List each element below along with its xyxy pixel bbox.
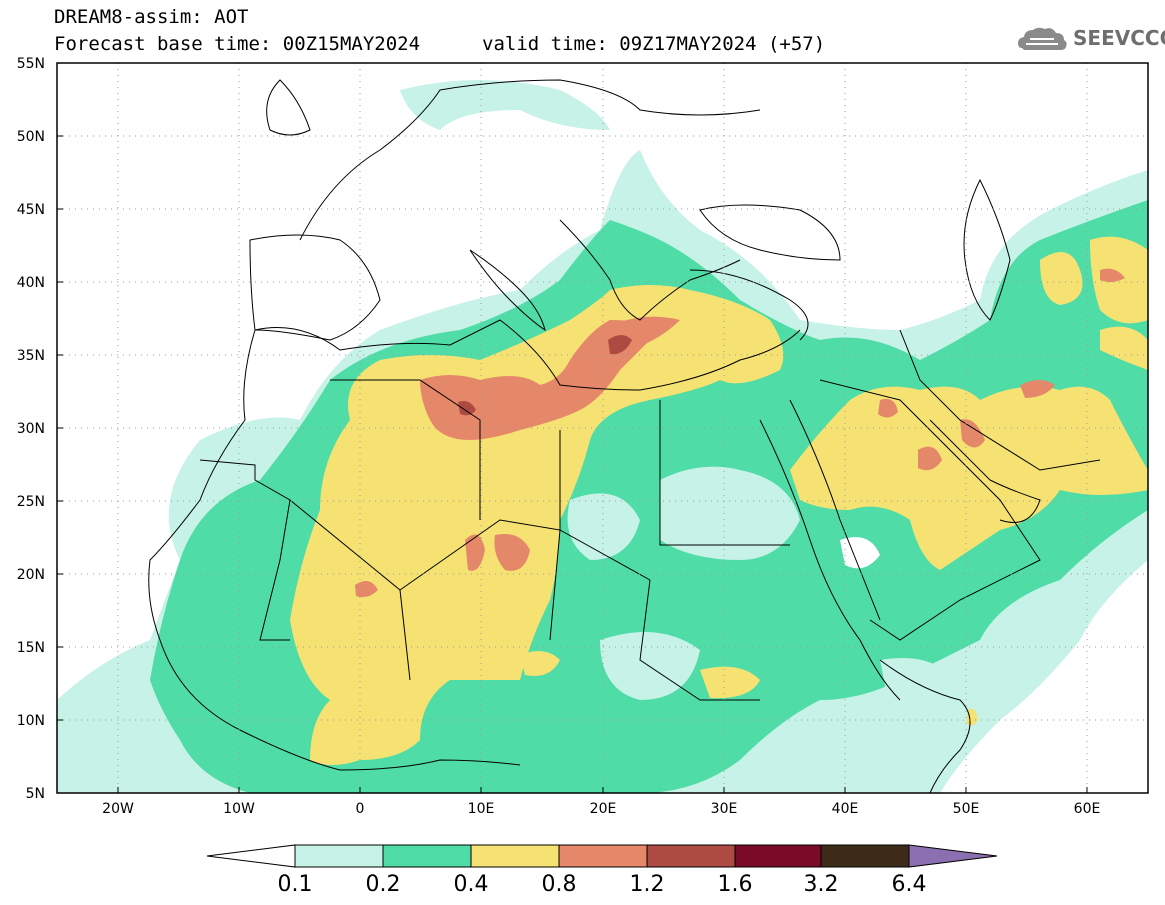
colorbar-label-0.8: 0.8 bbox=[542, 872, 577, 897]
aot-patch-0.4-sudan bbox=[700, 666, 760, 699]
lon-labels: 20W 10W 0 10E 20E 30E 40E 50E 60E bbox=[102, 801, 1100, 817]
lat-label-15n: 15N bbox=[17, 640, 45, 656]
aot-band-1.2-algeria bbox=[458, 401, 476, 416]
colorbar-label-0.2: 0.2 bbox=[366, 872, 401, 897]
colorbar-low-arrow bbox=[206, 844, 296, 868]
colorbar-box-5 bbox=[734, 844, 822, 868]
lat-labels: 55N 50N 45N 40N 35N 30N 25N 20N 15N 10N … bbox=[17, 56, 45, 802]
aot-patch-0.8-iran-south bbox=[960, 419, 985, 448]
coast-iberia bbox=[249, 234, 381, 341]
map-title: DREAM8-assim: AOT bbox=[54, 6, 249, 28]
coastlines bbox=[148, 79, 1101, 793]
lat-label-25n: 25N bbox=[17, 494, 45, 510]
aot-patch-0.8-niger bbox=[465, 534, 485, 571]
coast-caspian bbox=[963, 178, 1011, 321]
lat-label-45n: 45N bbox=[17, 202, 45, 218]
aot-patch-0.8-turkmen bbox=[1100, 268, 1125, 283]
coast-italy bbox=[469, 249, 546, 332]
aot-band-0.1-north bbox=[400, 80, 610, 130]
coast-red-sea bbox=[759, 419, 901, 701]
aot-band-0.1-sea bbox=[130, 758, 160, 773]
cloud-icon bbox=[1018, 27, 1067, 50]
border-algeria bbox=[330, 379, 481, 520]
lon-label-30e: 30E bbox=[711, 801, 738, 817]
aot-band-0.4-arabia bbox=[790, 386, 1148, 570]
colorbar-label-0.4: 0.4 bbox=[454, 872, 489, 897]
coast-red-sea-east bbox=[789, 399, 881, 621]
aot-band-0.4-sahara bbox=[290, 285, 784, 765]
lon-label-20w: 20W bbox=[102, 801, 134, 817]
colorbar-box-2 bbox=[470, 844, 560, 868]
coast-gulf bbox=[929, 419, 1041, 523]
colorbar-label-6.4: 6.4 bbox=[892, 872, 927, 897]
aot-patch-0.8-chad bbox=[494, 534, 530, 571]
lat-label-50n: 50N bbox=[17, 129, 45, 145]
coast-west-africa bbox=[148, 329, 521, 771]
aot-field bbox=[57, 80, 1148, 793]
coast-balkans-greece bbox=[559, 219, 741, 321]
lon-label-20e: 20E bbox=[590, 801, 617, 817]
border-sudan-south bbox=[639, 579, 760, 701]
aot-band-1.2-greece bbox=[608, 335, 632, 355]
colorbar-label-1.6: 1.6 bbox=[718, 872, 753, 897]
logo-text: SEEVCCC bbox=[1073, 26, 1165, 50]
border-niger-chad bbox=[399, 519, 561, 641]
colorbar-box-1 bbox=[382, 844, 472, 868]
colorbar-high-arrow bbox=[908, 844, 998, 868]
lat-label-35n: 35N bbox=[17, 348, 45, 364]
aot-patch-0.1-egypt bbox=[660, 466, 800, 560]
aot-band-0.8-tunisia bbox=[420, 320, 660, 440]
lat-label-55n: 55N bbox=[17, 56, 45, 72]
lat-label-5n: 5N bbox=[26, 786, 45, 802]
lat-label-40n: 40N bbox=[17, 275, 45, 291]
aot-patch-0.8-iran-east bbox=[1020, 380, 1055, 398]
colorbar-box-6 bbox=[820, 844, 910, 868]
lon-label-60e: 60E bbox=[1074, 801, 1101, 817]
aot-patch-0.4-nigeria bbox=[520, 651, 560, 676]
aot-band-0.4-iran bbox=[1040, 252, 1083, 305]
colorbar-label-0.1: 0.1 bbox=[278, 872, 313, 897]
coast-uk bbox=[266, 79, 311, 136]
aot-patch-0.8-mali bbox=[355, 581, 378, 598]
aot-patch-0.8-gulf bbox=[918, 446, 942, 471]
coast-turkey bbox=[689, 269, 809, 341]
border-egypt-sudan bbox=[659, 400, 790, 546]
axis-ticks bbox=[57, 62, 1088, 793]
colorbar: 0.1 0.2 0.4 0.8 1.2 1.6 3.2 6.4 bbox=[206, 844, 998, 897]
coast-black-sea bbox=[699, 204, 841, 261]
lon-label-10w: 10W bbox=[223, 801, 255, 817]
aot-patch-0.8-saudi bbox=[878, 398, 898, 418]
seevccc-logo bbox=[1016, 22, 1156, 56]
lon-label-0: 0 bbox=[356, 801, 365, 817]
aot-patch-0.1-libya bbox=[567, 493, 640, 560]
border-libya-egypt bbox=[559, 430, 651, 581]
aot-band-0.4-pakistan bbox=[1100, 326, 1148, 370]
colorbar-box-4 bbox=[646, 844, 736, 868]
border-iran bbox=[899, 329, 1101, 471]
colorbar-label-3.2: 3.2 bbox=[804, 872, 839, 897]
border-saudi bbox=[819, 379, 1041, 641]
lat-label-10n: 10N bbox=[17, 713, 45, 729]
lon-label-10e: 10E bbox=[468, 801, 495, 817]
aot-patch-0.4-somalia bbox=[966, 708, 978, 726]
coast-horn bbox=[879, 659, 971, 793]
colorbar-box-3 bbox=[558, 844, 648, 868]
colorbar-label-1.2: 1.2 bbox=[630, 872, 665, 897]
valid-time: valid time: 09Z17MAY2024 (+57) bbox=[482, 33, 826, 55]
lon-label-40e: 40E bbox=[832, 801, 859, 817]
lat-label-30n: 30N bbox=[17, 421, 45, 437]
lon-label-50e: 50E bbox=[953, 801, 980, 817]
forecast-base-time: Forecast base time: 00Z15MAY2024 bbox=[54, 33, 421, 55]
colorbar-box-0 bbox=[294, 844, 384, 868]
lat-label-20n: 20N bbox=[17, 567, 45, 583]
coast-north-africa bbox=[254, 319, 801, 391]
coast-europe-north bbox=[299, 79, 761, 241]
